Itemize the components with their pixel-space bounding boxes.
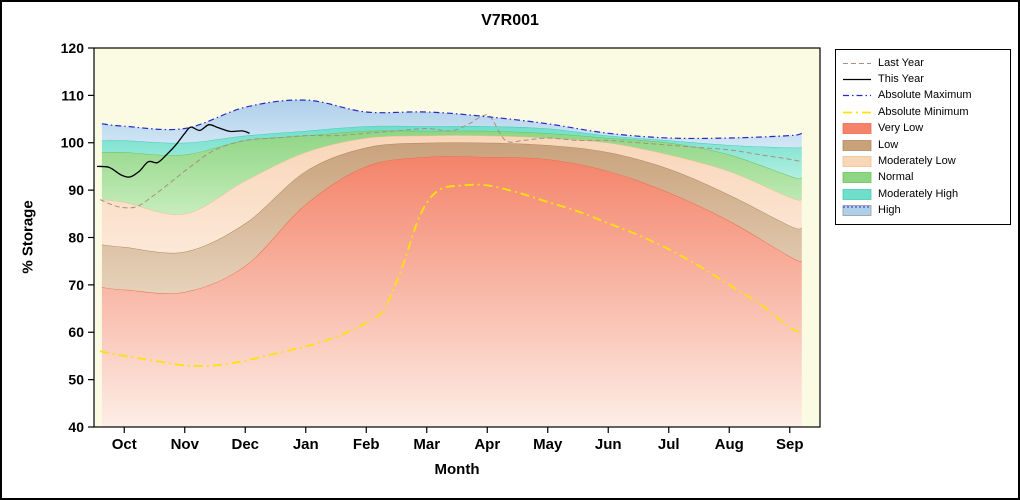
legend-line-swatch: [843, 62, 871, 64]
y-tick-label: 80: [68, 229, 84, 245]
legend-item-absolute-minimum: Absolute Minimum: [842, 104, 1004, 120]
y-tick-label: 110: [61, 87, 84, 103]
legend-item-normal: Normal: [842, 170, 1004, 186]
legend-fill-swatch: [842, 123, 872, 135]
x-tick-label: Jul: [658, 436, 680, 453]
legend-item-high: High: [842, 203, 1004, 219]
legend-item-very-low: Very Low: [842, 121, 1004, 137]
legend-line-swatch: [843, 78, 871, 81]
x-tick-label: Nov: [171, 436, 200, 453]
x-tick-label: May: [533, 436, 563, 453]
x-tick-label: Jan: [293, 436, 319, 453]
legend-fill-swatch: [842, 188, 872, 200]
y-tick-label: 120: [61, 40, 85, 56]
band-normal: [101, 130, 802, 215]
legend-item-moderately-low: Moderately Low: [842, 153, 1004, 169]
y-tick-label: 50: [68, 372, 84, 388]
x-tick-label: Feb: [353, 436, 380, 453]
legend-fill-swatch: [842, 172, 872, 184]
legend: Last Year This Year Absolute Maximum Absolu…: [835, 49, 1011, 225]
legend-label: Very Low: [878, 122, 924, 135]
x-axis-title: Month: [434, 461, 480, 478]
legend-line-swatch: [843, 111, 871, 114]
y-tick-label: 90: [68, 182, 84, 198]
legend-label: Low: [878, 138, 899, 151]
y-tick-label: 60: [68, 324, 84, 340]
legend-item-absolute-maximum: Absolute Maximum: [842, 88, 1004, 104]
legend-label: Absolute Maximum: [878, 89, 972, 102]
legend-label: High: [878, 204, 901, 217]
line-last-year: [99, 114, 802, 209]
band-low: [101, 142, 802, 294]
x-tick-label: Mar: [413, 436, 440, 453]
legend-label: Moderately High: [878, 187, 959, 200]
chart-title: V7R001: [481, 12, 539, 29]
legend-item-moderately-high: Moderately High: [842, 186, 1004, 202]
x-tick-label: Dec: [231, 436, 259, 453]
legend-label: Last Year: [878, 56, 924, 69]
legend-line-swatch: [843, 95, 871, 97]
legend-fill-swatch: [842, 139, 872, 151]
legend-item-this-year: This Year: [842, 71, 1004, 87]
x-tick-label: Jun: [595, 436, 622, 453]
y-axis-title: % Storage: [19, 200, 37, 274]
y-tick-label: 100: [61, 135, 85, 151]
legend-item-last-year: Last Year: [842, 55, 1004, 71]
x-tick-label: Sep: [776, 436, 804, 453]
legend-item-low: Low: [842, 137, 1004, 153]
line-this-year: [96, 124, 250, 178]
legend-fill-swatch: [842, 205, 872, 217]
legend-label: Absolute Minimum: [878, 105, 969, 118]
y-tick-label: 70: [68, 277, 84, 293]
legend-label: This Year: [878, 73, 924, 86]
legend-fill-swatch: [842, 156, 872, 167]
band-very-low: [101, 156, 802, 427]
y-tick-label: 40: [68, 419, 84, 435]
legend-label: Normal: [878, 171, 914, 184]
x-tick-label: Oct: [112, 436, 137, 453]
legend-label: Moderately Low: [878, 155, 956, 168]
x-tick-label: Aug: [715, 436, 744, 453]
band-moderately-high: [101, 125, 802, 179]
x-tick-label: Apr: [474, 436, 500, 453]
